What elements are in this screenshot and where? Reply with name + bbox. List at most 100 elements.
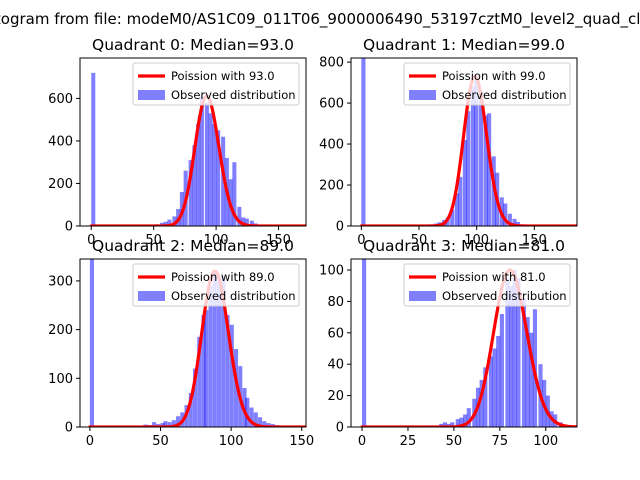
legend: Poission with 93.0 Observed distribution bbox=[132, 62, 300, 106]
histogram-bar bbox=[163, 421, 168, 427]
histogram-bar bbox=[245, 397, 250, 427]
figure-suptitle: Histogram from file: modeM0/AS1C09_011T0… bbox=[0, 10, 640, 29]
histogram-bar bbox=[188, 392, 193, 427]
histogram-bar bbox=[176, 416, 181, 427]
axes-frame bbox=[79, 57, 307, 227]
legend-box bbox=[403, 263, 571, 307]
histogram-bar bbox=[478, 92, 484, 226]
x-tick-label: 0 bbox=[357, 233, 365, 248]
legend-fit-label: Poission with 89.0 bbox=[171, 270, 275, 284]
y-tick-label: 200 bbox=[48, 177, 73, 192]
histogram-bar bbox=[91, 72, 96, 226]
poisson-fit-line bbox=[89, 94, 306, 226]
histogram-bar bbox=[521, 298, 527, 427]
subplot-title: Quadrant 3: Median=81.0 bbox=[363, 237, 565, 255]
axes-frame bbox=[350, 258, 578, 428]
legend: Poission with 81.0 Observed distribution bbox=[403, 263, 571, 307]
x-tick-label: 50 bbox=[411, 233, 428, 248]
legend-observed-label: Observed distribution bbox=[442, 88, 567, 102]
y-tick-label: 80 bbox=[327, 295, 344, 310]
legend-box bbox=[403, 62, 571, 106]
y-tick-label: 0 bbox=[336, 220, 344, 235]
x-tick-label: 150 bbox=[289, 434, 314, 449]
y-tick-label: 0 bbox=[65, 220, 73, 235]
x-tick-label: 150 bbox=[522, 233, 547, 248]
x-tick-label: 25 bbox=[400, 434, 417, 449]
y-tick-label: 200 bbox=[48, 323, 73, 338]
subplot-title: Quadrant 2: Median=89.0 bbox=[92, 237, 294, 255]
histogram-bar bbox=[233, 349, 239, 427]
histogram-bar bbox=[266, 423, 271, 427]
histogram-bar bbox=[160, 423, 165, 427]
x-tick-label: 0 bbox=[86, 434, 94, 449]
subplot-title: Quadrant 0: Median=93.0 bbox=[92, 36, 294, 54]
y-tick-label: 0 bbox=[336, 421, 344, 436]
histogram-bar bbox=[249, 407, 254, 427]
histogram-bar bbox=[470, 86, 476, 226]
histogram-bar bbox=[362, 259, 367, 427]
histogram-bar bbox=[152, 422, 157, 427]
legend-fit-label: Poission with 93.0 bbox=[171, 69, 275, 83]
histogram-bar bbox=[509, 285, 514, 427]
x-tick-label: 100 bbox=[533, 434, 558, 449]
legend-hist-swatch bbox=[409, 90, 436, 100]
histogram-bar bbox=[496, 335, 501, 427]
x-tick-label: 100 bbox=[219, 434, 244, 449]
histogram-bar bbox=[454, 193, 459, 226]
histogram-bar bbox=[212, 123, 217, 226]
histogram-bar bbox=[171, 420, 176, 427]
histogram-bar bbox=[172, 216, 177, 226]
histogram-bar bbox=[237, 206, 242, 226]
axes-frame bbox=[350, 57, 578, 227]
quadrant-1-chart: 0 50 100 150 0 200 400 600 800 Quadrant 1: Median… bbox=[319, 36, 578, 248]
axes-frame bbox=[79, 258, 307, 428]
legend-hist-swatch bbox=[409, 291, 436, 301]
histogram-bar bbox=[516, 277, 521, 427]
y-tick-label: 600 bbox=[319, 97, 344, 112]
histogram-bar bbox=[466, 408, 471, 427]
legend: Poission with 89.0 Observed distribution bbox=[132, 263, 300, 307]
x-tick-label: 75 bbox=[492, 434, 509, 449]
legend-observed-label: Observed distribution bbox=[171, 289, 296, 303]
histogram-bar bbox=[217, 280, 222, 427]
histogram-bar bbox=[244, 218, 249, 226]
y-tick-label: 40 bbox=[327, 358, 344, 373]
histogram-bar bbox=[455, 419, 460, 427]
histogram-bar bbox=[487, 113, 492, 226]
histogram-bar bbox=[483, 367, 488, 427]
histogram-bar bbox=[229, 324, 234, 427]
x-tick-label: 0 bbox=[87, 233, 95, 248]
histogram-bar bbox=[89, 259, 94, 427]
histogram-bar bbox=[515, 221, 520, 226]
histogram-bar bbox=[212, 271, 217, 427]
histogram-bar bbox=[201, 315, 206, 427]
x-tick-label: 150 bbox=[266, 233, 291, 248]
histogram-bar bbox=[197, 336, 202, 427]
histogram-bar bbox=[196, 123, 201, 226]
histogram-bar bbox=[463, 414, 468, 427]
legend-fit-label: Poission with 81.0 bbox=[442, 270, 546, 284]
x-tick-label: 0 bbox=[358, 434, 366, 449]
histogram-bar bbox=[163, 221, 168, 226]
histogram-bar bbox=[466, 111, 471, 226]
legend-box bbox=[132, 263, 300, 307]
x-tick-label: 50 bbox=[152, 434, 169, 449]
y-tick-label: 600 bbox=[48, 92, 73, 107]
histogram-bar bbox=[525, 317, 530, 427]
quadrant-3-chart: 0 25 50 75 100 0 20 40 60 80 100 Quadrant 3: Median… bbox=[319, 237, 578, 449]
histogram-bar bbox=[488, 356, 493, 427]
legend-fit-label: Poission with 99.0 bbox=[442, 69, 546, 83]
subplot-title: Quadrant 1: Median=99.0 bbox=[363, 36, 565, 54]
plot-area bbox=[88, 259, 306, 427]
histogram-bar bbox=[232, 162, 237, 226]
histogram-bar bbox=[225, 315, 230, 427]
histogram-bar bbox=[458, 176, 463, 226]
histogram-bar bbox=[249, 220, 254, 226]
histogram-bar bbox=[208, 285, 213, 427]
histogram-bar bbox=[529, 332, 534, 427]
x-tick-label: 50 bbox=[446, 434, 463, 449]
poisson-fit-line bbox=[360, 268, 577, 427]
histogram-bar bbox=[505, 277, 510, 427]
y-tick-label: 200 bbox=[319, 179, 344, 194]
